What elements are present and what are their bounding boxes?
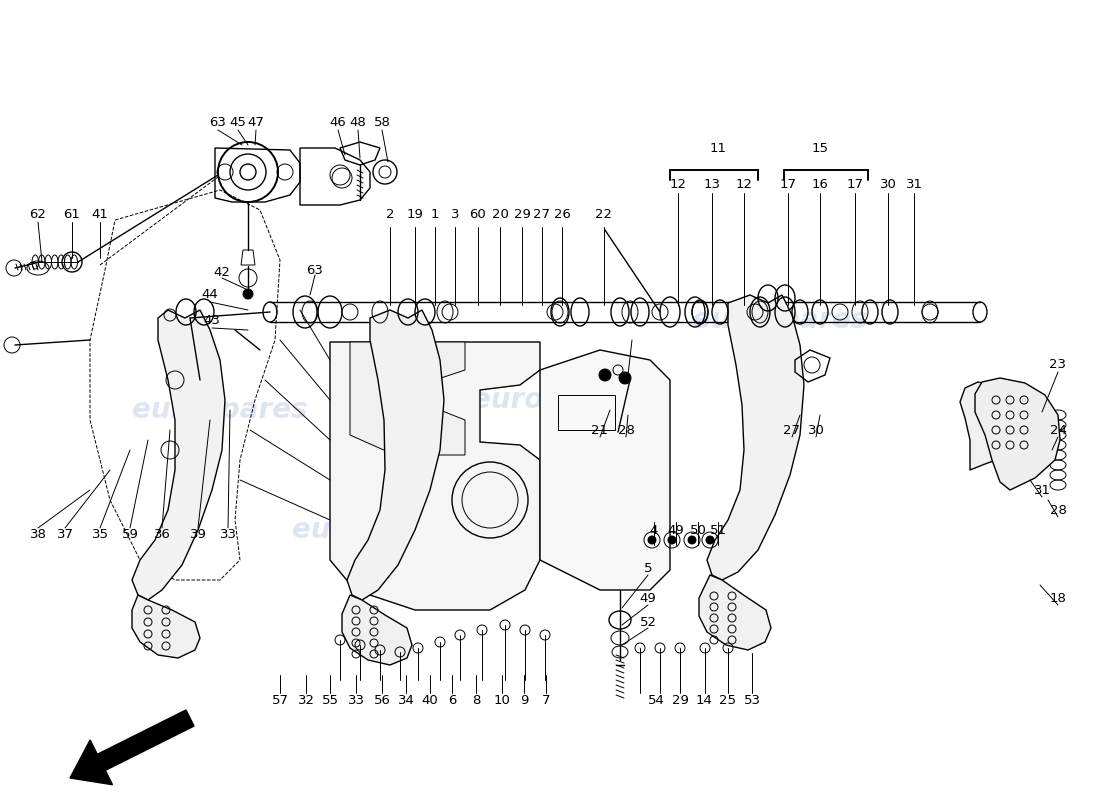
Polygon shape	[330, 342, 540, 610]
Circle shape	[688, 536, 696, 544]
Text: 45: 45	[230, 115, 246, 129]
Text: 16: 16	[812, 178, 828, 191]
Text: 54: 54	[648, 694, 664, 706]
Text: 21: 21	[592, 423, 608, 437]
Text: 8: 8	[472, 694, 481, 706]
Text: 49: 49	[668, 523, 684, 537]
Polygon shape	[346, 310, 444, 600]
Text: 50: 50	[690, 523, 706, 537]
Polygon shape	[707, 295, 804, 580]
Text: 37: 37	[56, 529, 74, 542]
Text: eurospares: eurospares	[293, 516, 468, 544]
Circle shape	[600, 369, 610, 381]
Circle shape	[648, 536, 656, 544]
Circle shape	[243, 289, 253, 299]
Text: 48: 48	[350, 115, 366, 129]
Text: 63: 63	[210, 115, 227, 129]
Text: 29: 29	[514, 209, 530, 222]
Text: 5: 5	[644, 562, 652, 574]
Text: 56: 56	[374, 694, 390, 706]
Polygon shape	[540, 350, 670, 590]
Text: 51: 51	[710, 523, 726, 537]
Text: 35: 35	[91, 529, 109, 542]
Text: 1: 1	[431, 209, 439, 222]
Text: 28: 28	[1049, 503, 1066, 517]
Text: 58: 58	[374, 115, 390, 129]
Text: 43: 43	[204, 314, 220, 326]
Circle shape	[619, 372, 631, 384]
Text: 20: 20	[492, 209, 508, 222]
Text: 6: 6	[448, 694, 456, 706]
Text: 11: 11	[710, 142, 726, 154]
Text: 40: 40	[421, 694, 439, 706]
Text: 9: 9	[520, 694, 528, 706]
Text: eurospares: eurospares	[132, 396, 308, 424]
Text: 22: 22	[595, 209, 613, 222]
Text: 53: 53	[744, 694, 760, 706]
Text: 41: 41	[91, 209, 109, 222]
Text: 19: 19	[407, 209, 424, 222]
Text: 52: 52	[639, 615, 657, 629]
Text: 46: 46	[330, 115, 346, 129]
Text: 27: 27	[534, 209, 550, 222]
Text: 27: 27	[783, 423, 801, 437]
Polygon shape	[342, 595, 412, 665]
Text: 30: 30	[880, 178, 896, 191]
Text: 38: 38	[30, 529, 46, 542]
Polygon shape	[132, 310, 226, 600]
Text: 29: 29	[672, 694, 689, 706]
Text: 33: 33	[220, 529, 236, 542]
Text: 57: 57	[272, 694, 288, 706]
Text: 7: 7	[541, 694, 550, 706]
Text: 31: 31	[1034, 483, 1050, 497]
Text: 30: 30	[807, 423, 824, 437]
Text: 14: 14	[695, 694, 713, 706]
Text: 28: 28	[617, 423, 635, 437]
Text: 49: 49	[639, 591, 657, 605]
Text: 34: 34	[397, 694, 415, 706]
Text: 61: 61	[64, 209, 80, 222]
FancyArrow shape	[70, 710, 194, 785]
Text: 31: 31	[905, 178, 923, 191]
Polygon shape	[975, 378, 1060, 490]
Text: 18: 18	[1049, 591, 1066, 605]
Text: 15: 15	[812, 142, 828, 154]
Text: 23: 23	[1049, 358, 1067, 371]
Text: 17: 17	[780, 178, 796, 191]
Text: 26: 26	[553, 209, 571, 222]
Text: 10: 10	[494, 694, 510, 706]
Circle shape	[706, 536, 714, 544]
Text: 12: 12	[670, 178, 686, 191]
Text: 4: 4	[650, 523, 658, 537]
Polygon shape	[960, 382, 1040, 470]
Polygon shape	[698, 575, 771, 650]
Text: 60: 60	[470, 209, 486, 222]
Circle shape	[668, 536, 676, 544]
Text: 55: 55	[321, 694, 339, 706]
Text: 32: 32	[297, 694, 315, 706]
Text: 62: 62	[30, 209, 46, 222]
Text: 59: 59	[122, 529, 139, 542]
Polygon shape	[132, 595, 200, 658]
Text: 44: 44	[201, 289, 219, 302]
Text: 33: 33	[348, 694, 364, 706]
Text: eurospares: eurospares	[472, 386, 648, 414]
Text: 42: 42	[213, 266, 230, 278]
Text: eurospares: eurospares	[692, 306, 868, 334]
Text: 24: 24	[1049, 423, 1066, 437]
Text: 2: 2	[386, 209, 394, 222]
Text: 13: 13	[704, 178, 720, 191]
Text: 47: 47	[248, 115, 264, 129]
Polygon shape	[350, 342, 465, 455]
Text: 36: 36	[154, 529, 170, 542]
Text: 17: 17	[847, 178, 864, 191]
Text: 3: 3	[451, 209, 460, 222]
Text: 63: 63	[307, 263, 323, 277]
Text: 39: 39	[189, 529, 207, 542]
Text: 12: 12	[736, 178, 752, 191]
Text: 25: 25	[719, 694, 737, 706]
